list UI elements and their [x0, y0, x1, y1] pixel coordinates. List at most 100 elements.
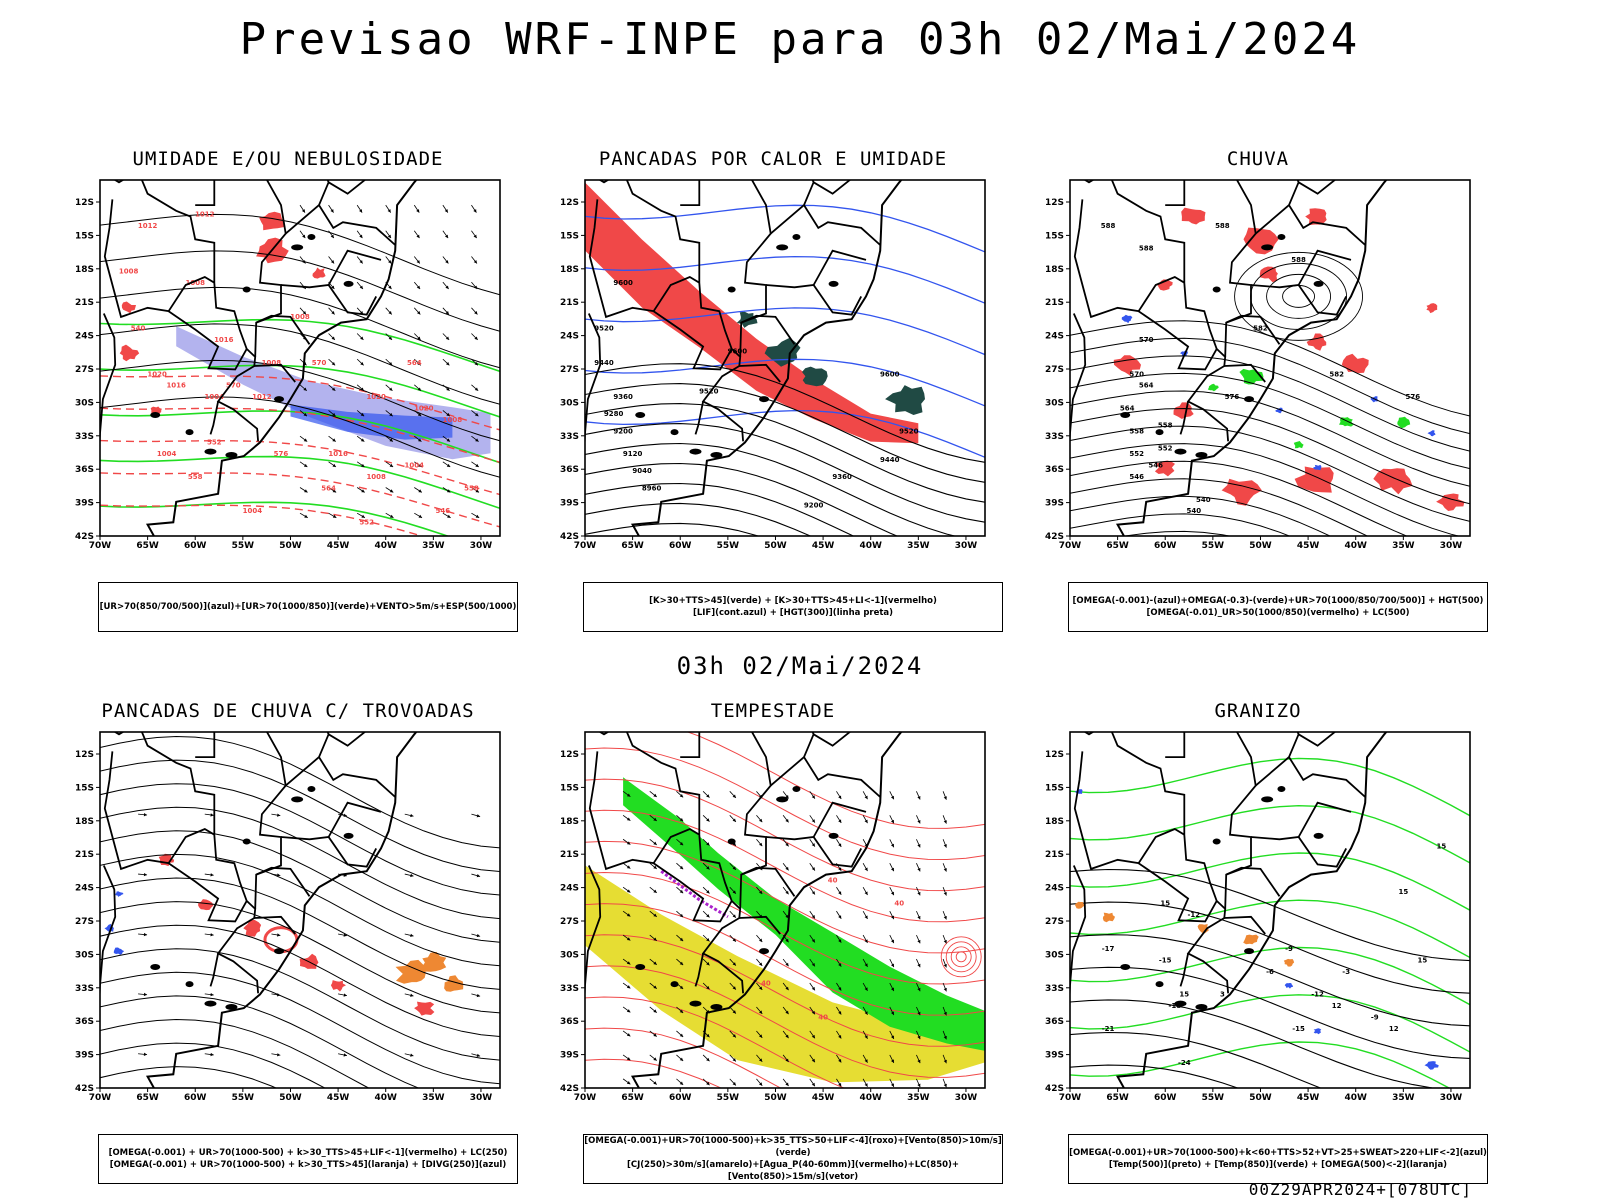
lon-tick-label: 45W	[1297, 1093, 1320, 1103]
lat-tick-label: 18S	[560, 265, 579, 275]
streamline-arrow	[410, 933, 414, 937]
streamline-arrow	[277, 873, 281, 877]
lon-tick-label: 60W	[669, 541, 692, 551]
contour-label: 9600	[880, 370, 900, 378]
wind-850-vector	[732, 1034, 736, 1038]
lon-tick-label: 50W	[279, 541, 302, 551]
country-border	[318, 756, 396, 798]
wind-vector	[301, 209, 305, 213]
country-border	[588, 751, 700, 871]
wind-850-vector	[864, 1083, 868, 1087]
country-border	[585, 865, 602, 1006]
contour-label: 3	[1220, 991, 1225, 999]
wind-850-vector	[811, 962, 815, 967]
country-border	[1298, 732, 1337, 747]
contour-label: 15	[1437, 842, 1447, 850]
lon-tick-label: 55W	[1202, 541, 1225, 551]
country-border	[1225, 866, 1281, 897]
streamline-arrow	[210, 1052, 214, 1057]
contour-label: -21	[1102, 1025, 1115, 1033]
contour-label: -9	[1371, 1014, 1379, 1022]
lon-tick-label: 70W	[89, 1093, 112, 1103]
lake	[242, 838, 251, 845]
wind-850-vector	[706, 842, 710, 846]
wind-850-vector	[917, 796, 921, 800]
wind-850-vector	[706, 962, 710, 966]
country-border	[653, 862, 733, 923]
legend-line: [OMEGA(-0.001)+UR>70(1000-500)+k<60+TTS>…	[1069, 1148, 1487, 1158]
lake	[274, 396, 285, 403]
panel-trovoadas: PANCADAS DE CHUVA C/ TROVOADAS 12S 15S 18S…	[68, 700, 518, 1190]
lake	[710, 1003, 723, 1010]
wind-850-vector	[838, 1059, 842, 1063]
wind-vector	[387, 209, 391, 213]
wind-850-vector	[838, 1082, 842, 1087]
wind-vector	[474, 412, 479, 417]
streamline-arrow	[476, 933, 481, 938]
lake	[635, 964, 646, 971]
streamline	[100, 877, 500, 990]
contour-label: 576	[274, 450, 289, 458]
lake	[343, 280, 354, 287]
wind-vector	[417, 387, 422, 391]
wind-850-vector	[785, 1058, 789, 1063]
wind-850-vector	[838, 987, 842, 991]
wind-vector	[416, 260, 420, 264]
lat-tick-label: 30S	[1045, 950, 1064, 960]
streamline-arrow	[277, 993, 281, 997]
wind-850-vector	[626, 817, 631, 821]
wind-850-vector	[811, 938, 815, 943]
wind-850-vector	[679, 865, 684, 870]
hgt300-contour	[585, 442, 957, 536]
coastline	[145, 180, 418, 536]
model-run-footer: 00Z29APR2024+[078UTC]	[1248, 1180, 1472, 1199]
wind-850-vector	[864, 1011, 868, 1015]
hgt500-contour	[1070, 549, 1470, 572]
lon-tick-label: 55W	[717, 541, 740, 551]
country-border	[1073, 751, 1185, 871]
contour-label: 570	[1129, 370, 1144, 378]
wind-vector	[475, 438, 479, 442]
lon-tick-label: 45W	[327, 541, 350, 551]
lake	[689, 1000, 702, 1007]
map-background	[100, 180, 500, 536]
wind-850-vector	[838, 939, 842, 943]
contour-label: 9600	[613, 279, 633, 287]
country-border	[739, 915, 781, 935]
wind-850-vector	[917, 987, 921, 992]
coastline	[630, 180, 903, 536]
wind-vector	[417, 361, 421, 366]
wind-850-vector	[811, 1010, 815, 1015]
wind-vector	[417, 412, 422, 417]
wind-850-vector	[838, 867, 842, 871]
lake	[1261, 244, 1274, 251]
wind-vector	[359, 234, 363, 239]
lat-tick-label: 36S	[1045, 465, 1064, 475]
contour-label: 588	[1139, 245, 1154, 253]
lake	[670, 981, 679, 988]
rain-area-red	[1154, 460, 1175, 477]
country-border	[103, 751, 215, 871]
streamline-arrow	[410, 993, 414, 997]
lon-tick-label: 65W	[136, 541, 159, 551]
wind-850-vector	[679, 961, 684, 966]
wind-850-vector	[943, 892, 947, 896]
lake	[792, 234, 801, 241]
wind-vector	[303, 412, 307, 417]
contour-label: 558	[464, 484, 479, 492]
country-border	[1224, 915, 1266, 935]
lake	[1244, 396, 1255, 403]
hgt500-contour	[1266, 273, 1332, 319]
lake	[307, 786, 316, 793]
lon-tick-label: 60W	[184, 1093, 207, 1103]
lon-tick-label: 40W	[859, 541, 882, 551]
country-border	[168, 862, 248, 923]
wind-850-vector	[890, 1011, 894, 1016]
wind-850-vector	[626, 913, 631, 917]
contour-label: -3	[1342, 968, 1350, 976]
contour-label: 564	[1139, 382, 1154, 390]
lat-tick-label: 42S	[75, 532, 94, 542]
contour-label: 552	[1129, 450, 1144, 458]
lat-tick-label: 36S	[75, 465, 94, 475]
coastline	[1115, 732, 1388, 1088]
